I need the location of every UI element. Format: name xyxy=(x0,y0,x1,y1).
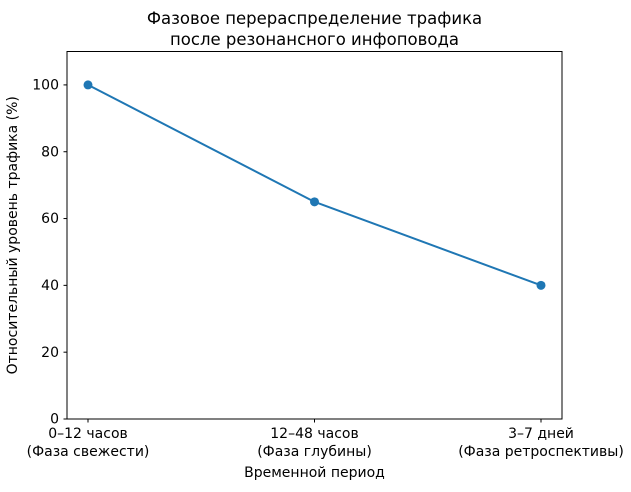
x-axis-label: Временной период xyxy=(244,465,385,481)
series-markers xyxy=(83,80,546,290)
data-point xyxy=(310,197,319,207)
y-axis-label: Относительный уровень трафика (%) xyxy=(5,96,21,374)
x-tick-label: (Фаза ретроспективы) xyxy=(458,444,624,460)
chart-title-line2: после резонансного инфоповода xyxy=(170,30,459,49)
series-line xyxy=(87,83,542,287)
axes-frame xyxy=(66,51,563,420)
y-tick-label: 80 xyxy=(41,144,59,160)
x-tick-label: 0–12 часов xyxy=(48,426,128,442)
y-axis-ticks: 0 20 40 60 80 100 xyxy=(32,78,67,428)
x-axis-ticks: 0–12 часов (Фаза свежести) 12–48 часов (Фаз… xyxy=(27,419,624,460)
y-tick-label: 20 xyxy=(41,345,59,361)
x-tick-label: 3–7 дней xyxy=(508,426,574,442)
y-tick-label: 60 xyxy=(41,211,59,227)
data-point xyxy=(83,80,93,90)
x-tick-label: (Фаза глубины) xyxy=(257,444,372,460)
x-tick-label: 12–48 часов xyxy=(270,426,358,442)
y-tick-label: 100 xyxy=(32,78,59,94)
x-tick-label: (Фаза свежести) xyxy=(27,444,150,460)
y-tick-label: 40 xyxy=(41,278,59,294)
y-tick-label: 0 xyxy=(50,412,59,428)
data-point xyxy=(536,280,546,290)
chart-title-line1: Фазовое перераспределение трафика xyxy=(147,9,482,28)
